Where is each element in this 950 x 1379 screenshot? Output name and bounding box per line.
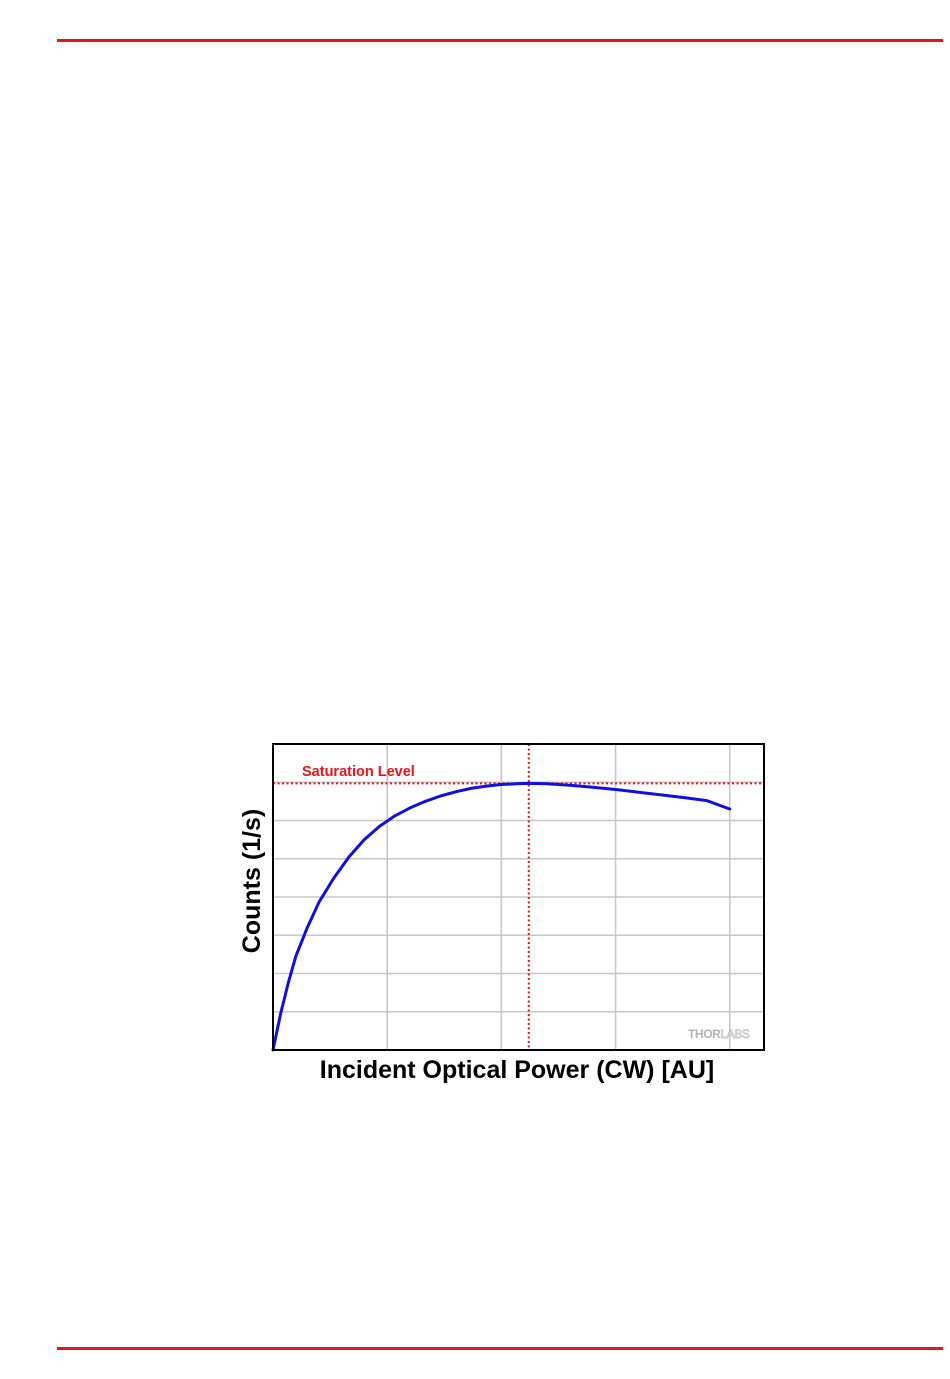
x-axis-title: Incident Optical Power (CW) [AU]: [320, 1056, 714, 1084]
series-layer: [271, 781, 732, 1052]
saturation-level-label: Saturation Level: [302, 764, 415, 780]
thorlabs-watermark-logo: THORLABS: [688, 1027, 751, 1042]
grid-layer: [273, 744, 764, 1050]
page-header-rule: [57, 39, 943, 42]
chart-svg: Saturation Level THORLABS Incident Optic…: [238, 743, 765, 1084]
counts-curve-1: [271, 781, 732, 1052]
page-footer-rule: [57, 1347, 943, 1350]
plot-frame: [272, 743, 765, 1051]
y-axis-title: Counts (1/s): [238, 809, 266, 953]
svg-text:THORLABS: THORLABS: [688, 1027, 750, 1041]
annotation-layer: [273, 744, 764, 1050]
saturation-chart: Saturation Level THORLABS Incident Optic…: [230, 735, 780, 1095]
